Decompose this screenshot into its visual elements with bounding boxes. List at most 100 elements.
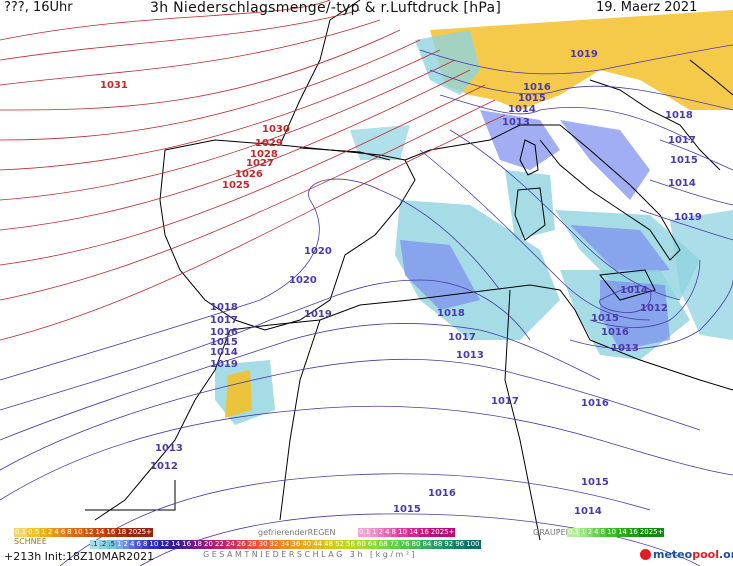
legend-cell: 6	[59, 528, 67, 537]
isobar-label: 1018	[665, 110, 693, 121]
isobar-label: 1016	[581, 398, 609, 409]
legend-cell: 84	[421, 540, 433, 549]
legend-cell: 14	[616, 528, 628, 537]
coast-france-south	[404, 124, 521, 161]
coast-north-africa	[229, 284, 733, 391]
graupel-algeria	[400, 240, 480, 310]
legend-cell: 0.5	[27, 528, 41, 537]
legend-cell: 22	[213, 540, 225, 549]
coast-italy	[520, 124, 681, 261]
legend-cell: 14	[407, 528, 419, 537]
legend-cell: 16	[418, 528, 430, 537]
logo-suffix: .org	[718, 548, 733, 561]
isobar-label: 1027	[246, 158, 274, 169]
legend-cell: 2	[122, 540, 129, 549]
legend-cell: 12	[83, 528, 95, 537]
isobar-label: 1014	[508, 104, 536, 115]
isobar-label: 1014	[668, 178, 696, 189]
isobar-label: 1013	[456, 350, 484, 361]
legend-cell: 8	[390, 528, 398, 537]
border-libya	[504, 289, 541, 541]
legend-cell: .5	[107, 540, 117, 549]
coast-sardinia	[514, 187, 546, 241]
coastlines	[85, 0, 733, 541]
legend-cell: 96	[454, 540, 466, 549]
legend-cell: 10	[397, 528, 408, 537]
isobar-label: 1019	[674, 212, 702, 223]
legend-cell: 8	[141, 540, 149, 549]
isobar-label: 1028	[250, 149, 278, 160]
legend-cell: 1	[40, 528, 47, 537]
legend-cell: 80	[410, 540, 422, 549]
isobar-label: 1014	[210, 347, 238, 358]
legend-cell: 4	[53, 528, 60, 537]
legend-cell: 2025+	[429, 528, 456, 537]
isobar-label: 1019	[210, 359, 238, 370]
isobar-label: 1020	[304, 246, 332, 257]
legend-cell: 44	[312, 540, 324, 549]
isobar-label: 1014	[574, 506, 602, 517]
logo-part1: meteo	[653, 548, 693, 561]
location-time: ???, 16Uhr	[4, 0, 73, 15]
isobar-label: 1015	[518, 93, 546, 104]
isobar-label: 1013	[155, 443, 183, 454]
legend-graupel-scale: 0.1 1 2 4 8 10 14 16 2025+	[567, 528, 665, 537]
isobar-label: 1030	[262, 124, 290, 135]
legend-cell: 28	[246, 540, 258, 549]
meteopool-logo[interactable]: meteopool.org	[640, 548, 733, 561]
isobar-label: 1015	[581, 477, 609, 488]
isobar-label: 1018	[210, 302, 238, 313]
legend-cell: 24	[224, 540, 236, 549]
legend-cell: 1	[116, 540, 123, 549]
legend-cell: 18	[116, 528, 128, 537]
isobar-label: 1013	[502, 117, 530, 128]
isobar-label: 1016	[210, 327, 238, 338]
legend-cell: 10	[72, 528, 84, 537]
snow-alps	[430, 10, 733, 110]
rain-ionian	[670, 210, 733, 340]
isobar-label: 1015	[210, 337, 238, 348]
coast-sicily	[599, 269, 656, 301]
legend-cell: 30	[257, 540, 269, 549]
rain-biscay	[350, 125, 410, 160]
legend-cell: 0.1	[567, 528, 581, 537]
isobar-labels-high: 1031 1030 1029 1028 1027 1026 1025	[100, 80, 290, 191]
graupel-italy	[560, 120, 650, 200]
isobar-label: 1016	[523, 82, 551, 93]
isobar-label: 1017	[491, 396, 519, 407]
coast-morocco-atlantic	[94, 329, 231, 521]
legend-cell: 26	[235, 540, 247, 549]
isobar-label: 1017	[210, 315, 238, 326]
legend-cell: 88	[432, 540, 444, 549]
legend-cell: 4	[129, 540, 136, 549]
forecast-date: 19. Maerz 2021	[596, 0, 698, 15]
graupel-tyrrhenian	[570, 225, 670, 275]
legend-cell: 12	[159, 540, 171, 549]
legend-total-label: GESAMTNIEDERSCHLAG 3h [kg/m²]	[203, 550, 418, 559]
isobar-label: 1016	[428, 488, 456, 499]
legend-cell: 10	[606, 528, 617, 537]
isobar-label: 1015	[670, 155, 698, 166]
isobar-labels-low: 1019 1016 1015 1014 1013 1018 1017 1015 …	[150, 49, 702, 517]
legend-cell: 40	[301, 540, 313, 549]
legend-cell: 10	[148, 540, 160, 549]
legend-cell: 48	[323, 540, 335, 549]
isobar-label: 1012	[640, 303, 668, 314]
isobar-label: 1012	[150, 461, 178, 472]
legend-cell: 1	[371, 528, 378, 537]
legend-cell: 4	[384, 528, 391, 537]
legend-cell: 8	[66, 528, 73, 537]
legend-cell: 68	[377, 540, 389, 549]
logo-part2: pool	[692, 548, 719, 561]
legend-cell: 2025+	[638, 528, 665, 537]
legend-cell: 0.1	[358, 528, 372, 537]
legend-freezing-rain-scale: 0.1 1 2 4 8 10 14 16 2025+	[358, 528, 456, 537]
isobar-label: 1019	[304, 309, 332, 320]
coast-iberia	[159, 139, 416, 331]
legend-cell: 4	[593, 528, 600, 537]
legend-cell: 8	[599, 528, 607, 537]
legend-snow-label: SCHNEE	[14, 537, 47, 546]
isobar-label: 1019	[570, 49, 598, 60]
border-france-spain	[299, 147, 391, 161]
legend-cell: 2	[377, 528, 385, 537]
